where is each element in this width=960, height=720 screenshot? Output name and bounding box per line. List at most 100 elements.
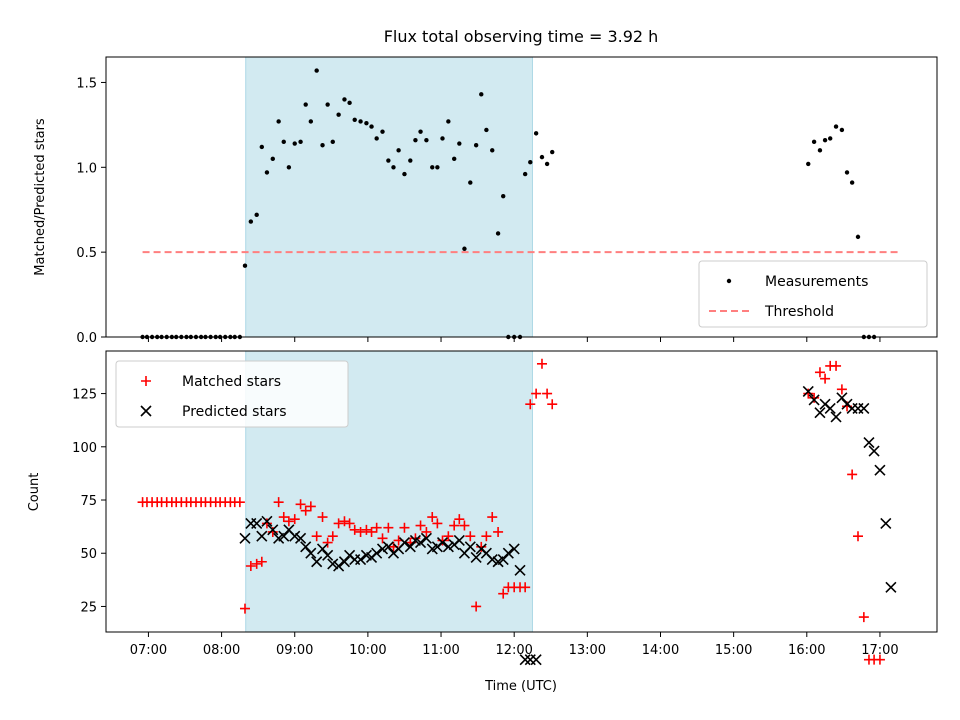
data-point-dot: [308, 119, 314, 124]
data-point-plus: [858, 612, 869, 623]
data-point-plus: [836, 384, 847, 395]
data-point-plus: [471, 601, 482, 612]
data-point-plus: [399, 522, 410, 533]
observing-window-span: [245, 56, 533, 338]
data-point-plus: [377, 533, 388, 544]
data-point-x: [497, 554, 509, 566]
data-point-plus: [311, 531, 322, 542]
data-point-plus: [465, 531, 476, 542]
data-point-dot: [358, 119, 363, 124]
data-point-dot: [408, 158, 413, 163]
data-point-plus: [443, 531, 454, 542]
data-point-plus: [487, 512, 498, 523]
data-point-dot: [528, 160, 533, 165]
data-point-dot: [402, 171, 407, 177]
data-point-plus: [481, 531, 492, 542]
data-point-dot: [484, 127, 489, 133]
data-point-x: [808, 394, 820, 406]
legend-swatch-plus: [141, 376, 151, 386]
y-tick-label: 1.0: [76, 161, 97, 176]
x-tick-label: 15:00: [715, 643, 752, 658]
data-point-plus: [536, 358, 547, 369]
x-tick-label: 11:00: [422, 643, 459, 658]
data-point-x: [836, 392, 848, 404]
y-tick-label: 100: [72, 441, 97, 456]
data-point-x: [305, 547, 317, 559]
y-tick-label: 25: [80, 600, 97, 615]
data-point-plus: [261, 518, 272, 529]
data-point-plus: [383, 522, 394, 533]
x-tick-label: 14:00: [642, 643, 679, 658]
data-point-plus: [520, 582, 531, 593]
data-point-x: [868, 445, 880, 457]
y-tick-label: 125: [72, 388, 97, 403]
data-point-x: [508, 543, 520, 555]
data-point-plus: [251, 558, 262, 569]
data-point-x: [464, 541, 476, 553]
data-point-x: [858, 402, 870, 415]
data-point-plus: [498, 588, 509, 599]
data-point-dot: [314, 68, 319, 73]
data-point-dot: [501, 193, 506, 199]
data-point-plus: [349, 524, 360, 535]
data-point-plus: [421, 526, 432, 537]
y-tick-label: 1.5: [76, 76, 97, 91]
data-point-plus: [476, 541, 487, 552]
data-point-dot: [452, 156, 457, 162]
data-point-plus: [355, 526, 366, 537]
data-point-dot: [303, 102, 308, 107]
data-point-plus: [333, 518, 344, 529]
data-point-dot: [435, 165, 440, 170]
data-point-x: [322, 549, 334, 561]
data-point-plus: [531, 388, 542, 399]
data-point-dot: [550, 149, 555, 155]
data-point-x: [414, 537, 427, 549]
data-point-plus: [820, 373, 831, 384]
data-point-plus: [305, 501, 316, 512]
legend-label: Matched stars: [182, 374, 281, 390]
data-point-plus: [847, 469, 858, 480]
y-tick-label: 75: [80, 494, 97, 509]
data-point-dot: [479, 92, 484, 97]
data-point-x: [289, 530, 301, 542]
data-point-dot: [522, 171, 528, 177]
data-point-dot: [254, 212, 259, 218]
data-point-plus: [432, 518, 443, 529]
data-point-x: [404, 541, 416, 553]
data-point-dot: [292, 141, 297, 146]
data-point-dot: [325, 102, 330, 107]
data-point-plus: [267, 526, 278, 537]
data-point-x: [256, 530, 268, 542]
data-point-dot: [446, 119, 451, 124]
data-point-dot: [276, 119, 281, 124]
data-point-plus: [322, 537, 333, 548]
data-point-x: [382, 541, 394, 553]
y-tick-label: 0.0: [76, 331, 97, 346]
data-point-plus: [339, 516, 350, 527]
legend-label: Measurements: [765, 274, 868, 290]
data-point-plus: [803, 388, 814, 399]
data-point-x: [300, 541, 312, 553]
x-tick-label: 16:00: [788, 643, 825, 658]
data-point-x: [814, 407, 826, 419]
x-axis-label: Time (UTC): [484, 679, 557, 694]
legend-box: [698, 260, 928, 328]
data-point-x: [376, 543, 389, 555]
bottom-panel: 07:00 08:00 09:00 10:00 11:00 12:00 13:00 14:00…: [72, 350, 938, 666]
data-point-plus: [415, 520, 426, 531]
data-point-x: [355, 554, 367, 566]
data-point-dot: [855, 234, 861, 240]
data-point-dot: [539, 154, 545, 160]
x-tick-label: 12:00: [495, 643, 532, 658]
data-point-dot: [440, 136, 445, 141]
x-tick-label: 09:00: [276, 643, 313, 658]
x-tick-label: 07:00: [130, 643, 167, 658]
data-point-plus: [245, 561, 256, 572]
data-point-x: [442, 541, 454, 553]
data-point-plus: [371, 522, 382, 533]
data-point-x: [824, 402, 836, 415]
data-point-dot: [286, 165, 292, 170]
data-point-dot: [533, 131, 539, 136]
data-point-dot: [418, 129, 423, 134]
data-point-x: [802, 385, 814, 398]
